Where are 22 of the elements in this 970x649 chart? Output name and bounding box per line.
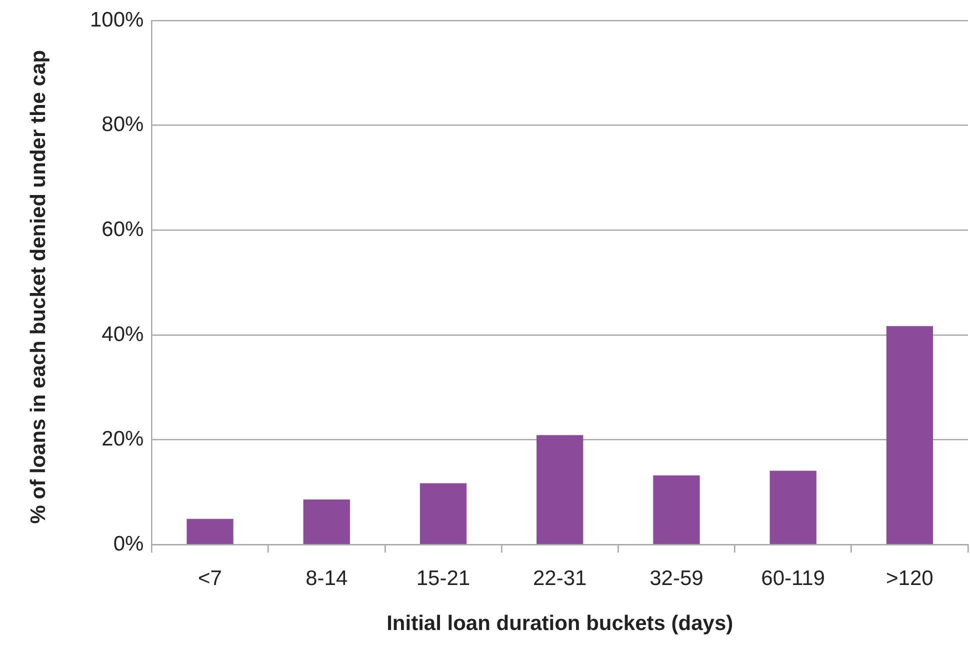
y-axis-title: % of loans in each bucket denied under the cap <box>27 50 51 524</box>
x-tick-label: 8-14 <box>306 566 348 590</box>
bar <box>653 475 700 544</box>
y-tick-label: 100% <box>90 8 144 32</box>
x-tick-label: 32-59 <box>650 566 704 590</box>
x-axis-title: Initial loan duration buckets (days) <box>386 612 734 636</box>
x-tick-label: <7 <box>198 566 222 590</box>
bar <box>886 326 934 544</box>
y-tick-label: 20% <box>102 428 144 451</box>
bar <box>303 500 350 544</box>
y-tick-label: 0% <box>113 532 144 556</box>
x-tick-label: 60-119 <box>761 566 826 590</box>
x-tick-label: 15-21 <box>416 566 470 590</box>
bar <box>186 518 234 544</box>
bar <box>536 435 584 544</box>
y-tick-label: 40% <box>102 322 144 346</box>
bar <box>770 470 816 544</box>
x-tick-label: >120 <box>886 566 934 590</box>
y-tick-label: 60% <box>102 218 144 241</box>
y-tick-label: 80% <box>102 113 144 136</box>
bar <box>420 483 467 544</box>
x-tick-label: 22-31 <box>532 566 587 590</box>
